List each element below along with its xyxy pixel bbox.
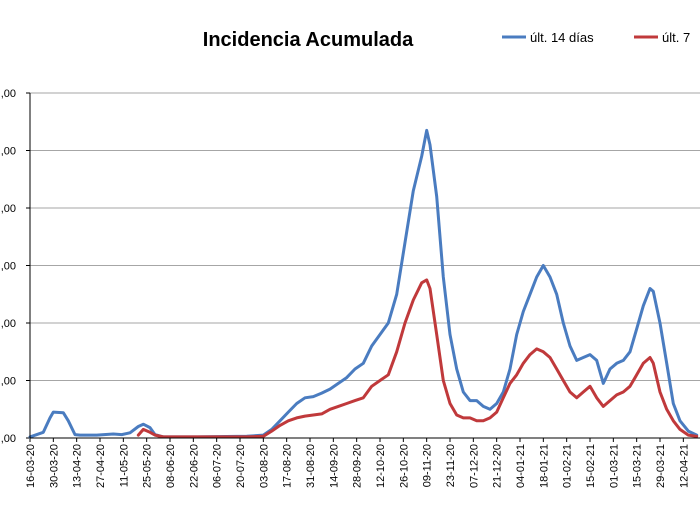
x-tick-label: 04-01-21 bbox=[515, 444, 527, 488]
x-tick-label: 30-03-20 bbox=[48, 444, 60, 488]
y-tick-label: ,00 bbox=[1, 376, 16, 388]
x-axis-ticks: 16-03-20 30-03-20 13-04-20 27-04-20 11-05-20… bbox=[25, 438, 690, 488]
x-tick-label: 28-09-20 bbox=[352, 444, 364, 488]
x-tick-label: 11-05-20 bbox=[118, 444, 130, 487]
legend-label-14d: últ. 14 días bbox=[530, 30, 594, 45]
y-tick-label: ,00 bbox=[1, 203, 16, 215]
x-tick-label: 26-10-20 bbox=[398, 444, 410, 488]
x-tick-label: 03-08-20 bbox=[258, 444, 270, 488]
series-line-7d bbox=[136, 278, 699, 439]
x-tick-label: 13-04-20 bbox=[72, 444, 84, 488]
y-tick-label: ,00 bbox=[1, 261, 16, 273]
legend-label-7d: últ. 7 bbox=[662, 30, 690, 45]
x-tick-label: 08-06-20 bbox=[165, 444, 177, 488]
x-tick-label: 17-08-20 bbox=[282, 444, 294, 488]
x-tick-label: 01-03-21 bbox=[608, 444, 620, 488]
y-tick-label: ,00 bbox=[1, 88, 16, 100]
y-axis-ticks: ,00 ,00 ,00 ,00 ,00 ,00 ,00 bbox=[1, 88, 30, 445]
x-tick-label: 20-07-20 bbox=[235, 444, 247, 488]
x-tick-label: 25-05-20 bbox=[142, 444, 154, 488]
chart-title: Incidencia Acumulada bbox=[203, 29, 414, 51]
x-tick-label: 07-12-20 bbox=[468, 444, 480, 488]
x-tick-label: 15-02-21 bbox=[585, 444, 597, 488]
x-tick-label: 18-01-21 bbox=[538, 444, 550, 488]
x-tick-label: 12-10-20 bbox=[375, 444, 387, 488]
x-tick-label: 23-11-20 bbox=[445, 444, 457, 487]
x-tick-label: 31-08-20 bbox=[305, 444, 317, 488]
x-tick-label: 29-03-21 bbox=[655, 444, 667, 488]
x-tick-label: 06-07-20 bbox=[212, 444, 224, 488]
x-tick-label: 15-03-21 bbox=[632, 444, 644, 488]
y-tick-label: ,00 bbox=[1, 146, 16, 158]
x-tick-label: 22-06-20 bbox=[188, 444, 200, 488]
gridlines bbox=[30, 92, 700, 381]
x-tick-label: 27-04-20 bbox=[95, 444, 107, 488]
x-tick-label: 14-09-20 bbox=[328, 444, 340, 488]
x-tick-label: 21-12-20 bbox=[492, 444, 504, 488]
x-tick-label: 16-03-20 bbox=[25, 444, 37, 488]
y-tick-label: ,00 bbox=[1, 318, 16, 330]
series-lines bbox=[28, 128, 699, 439]
legend: últ. 14 días últ. 7 bbox=[502, 30, 690, 45]
x-tick-label: 01-02-21 bbox=[562, 444, 574, 488]
x-tick-label: 12-04-21 bbox=[678, 444, 690, 488]
y-tick-label: ,00 bbox=[1, 433, 16, 445]
x-tick-label: 09-11-20 bbox=[422, 444, 434, 487]
series-line-14d bbox=[28, 128, 699, 439]
